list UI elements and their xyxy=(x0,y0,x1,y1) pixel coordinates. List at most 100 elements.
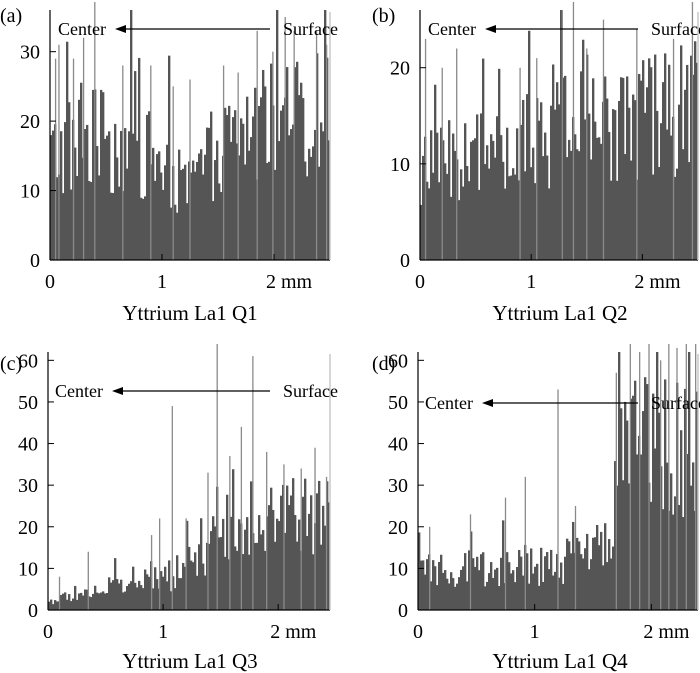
histogram-bar xyxy=(678,104,681,260)
histogram-bar xyxy=(674,176,677,260)
histogram-bar xyxy=(220,537,223,610)
histogram-bar xyxy=(556,82,559,260)
histogram-bar xyxy=(166,144,169,260)
histogram-bar xyxy=(680,430,683,610)
histogram-bar xyxy=(178,149,181,260)
histogram-bar xyxy=(74,147,77,260)
histogram-bar xyxy=(506,552,509,610)
histogram-bar xyxy=(488,573,491,610)
histogram-bar xyxy=(210,111,213,260)
histogram-bar xyxy=(656,110,659,260)
histogram-bar xyxy=(134,71,137,260)
histogram-bar xyxy=(670,473,673,610)
histogram-bar xyxy=(646,384,649,610)
histogram-bar xyxy=(322,505,325,610)
histogram-bar xyxy=(84,589,87,610)
histogram-bar xyxy=(192,160,195,260)
histogram-bar xyxy=(610,558,613,610)
histogram-bar xyxy=(586,533,589,610)
histogram-bar xyxy=(534,566,537,610)
histogram-bar xyxy=(328,140,331,260)
y-tick-label: 60 xyxy=(18,350,38,372)
histogram-bar xyxy=(230,141,233,260)
center-annotation: Center xyxy=(55,381,103,401)
histogram-bar xyxy=(160,172,163,260)
histogram-bar xyxy=(614,461,617,610)
histogram-bar xyxy=(162,189,165,260)
histogram-bar xyxy=(164,566,167,610)
histogram-bar xyxy=(678,504,681,610)
x-tick-label: 0 xyxy=(45,271,55,293)
histogram-bar xyxy=(314,129,317,260)
histogram-bar xyxy=(176,555,179,610)
histogram-bar xyxy=(484,164,487,260)
histogram-bar xyxy=(476,556,479,610)
histogram-bar xyxy=(108,131,111,260)
panel-label: (d) xyxy=(372,353,395,375)
x-tick-label: 2 mm xyxy=(266,271,313,293)
histogram-bar xyxy=(564,556,567,610)
histogram-bar xyxy=(226,494,229,610)
histogram-bar xyxy=(560,562,563,610)
y-tick-label: 20 xyxy=(20,111,40,133)
histogram-bar xyxy=(124,591,127,610)
histogram-bar xyxy=(268,161,271,260)
histogram-bar xyxy=(154,567,157,610)
histogram-bar xyxy=(262,69,265,260)
histogram-bar xyxy=(138,57,141,261)
histogram-bar xyxy=(614,110,617,260)
histogram-bar xyxy=(66,41,69,261)
histogram-bar xyxy=(128,583,131,610)
histogram-bar xyxy=(270,487,273,610)
histogram-bar xyxy=(512,168,515,260)
histogram-bar xyxy=(102,591,105,610)
histogram-bar xyxy=(104,138,107,260)
center-annotation: Center xyxy=(58,19,106,39)
histogram-bar xyxy=(94,585,97,610)
histogram-bar xyxy=(218,183,221,260)
histogram-bar xyxy=(244,164,247,260)
histogram-bar xyxy=(532,573,535,610)
histogram-bar xyxy=(528,30,531,260)
x-axis-title: Yttrium La1 Q3 xyxy=(122,649,257,673)
histogram-bar xyxy=(424,574,427,610)
histogram-bar xyxy=(308,513,311,610)
histogram-bar xyxy=(542,581,545,610)
histogram-bar xyxy=(466,581,469,610)
histogram-bar xyxy=(498,586,501,610)
histogram-bar xyxy=(98,175,101,260)
histogram-bar xyxy=(572,521,575,610)
histogram-bar xyxy=(140,197,143,260)
histogram-bar xyxy=(152,588,155,610)
histogram-bar xyxy=(196,161,199,260)
histogram-bar xyxy=(104,593,107,610)
histogram-bar xyxy=(232,117,235,260)
histogram-bar xyxy=(100,592,103,610)
histogram-bar xyxy=(458,200,461,260)
histogram-bar xyxy=(646,87,649,260)
histogram-bar xyxy=(500,557,503,610)
histogram-bar xyxy=(232,469,235,610)
histogram-bar xyxy=(312,146,315,260)
histogram-bar xyxy=(118,186,121,260)
histogram-bar xyxy=(546,155,549,260)
histogram-bar xyxy=(594,537,597,610)
panel-c: 0 10 20 30 40 50 60 0 1 2 mm (c) Center Surface Yttri… xyxy=(0,344,338,673)
histogram-bar xyxy=(690,55,693,260)
bars-group xyxy=(420,10,699,261)
histogram-bar xyxy=(238,155,241,260)
histogram-bar xyxy=(454,150,457,260)
histogram-bar xyxy=(548,569,551,610)
histogram-bar xyxy=(110,192,113,260)
histogram-bar xyxy=(538,585,541,610)
center-annotation: Center xyxy=(428,19,476,39)
histogram-bar xyxy=(636,454,639,610)
histogram-bar xyxy=(76,175,79,260)
histogram-bar xyxy=(464,123,467,260)
histogram-bar xyxy=(168,55,171,260)
histogram-bar xyxy=(174,204,177,260)
histogram-bar xyxy=(198,153,201,260)
histogram-bar xyxy=(146,114,149,260)
arrow-head xyxy=(112,387,123,395)
histogram-bar xyxy=(212,516,215,610)
